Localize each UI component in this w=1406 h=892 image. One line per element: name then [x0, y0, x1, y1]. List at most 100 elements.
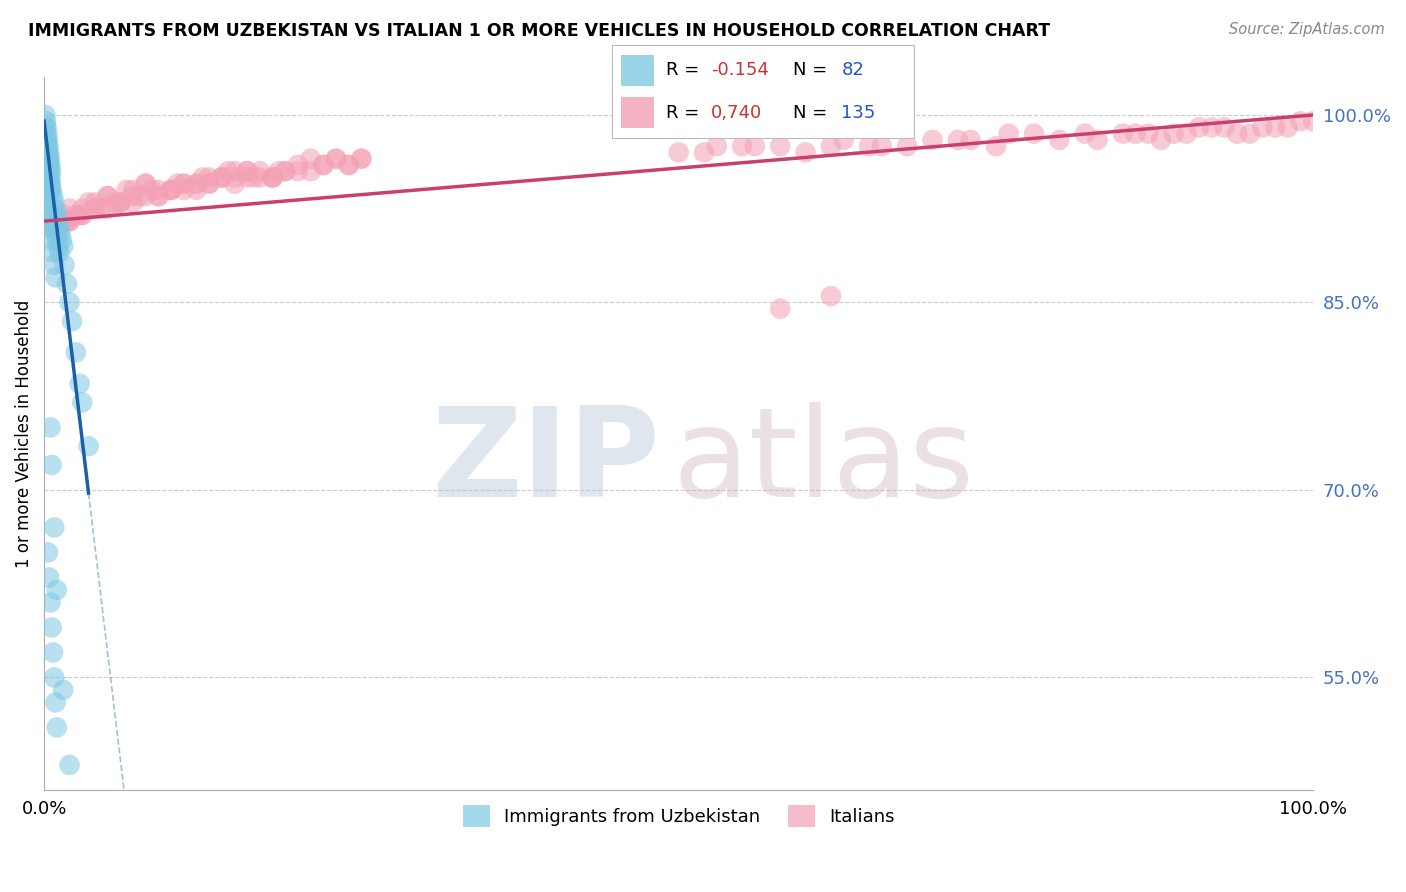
Point — [69, 208, 91, 222]
Point — [77, 439, 100, 453]
Point — [44, 202, 66, 216]
Point — [262, 170, 284, 185]
Point — [110, 195, 132, 210]
Point — [1022, 127, 1045, 141]
Point — [115, 183, 138, 197]
Point — [41, 208, 63, 222]
Point — [35, 133, 58, 147]
Point — [35, 145, 58, 160]
Point — [1175, 127, 1198, 141]
Point — [896, 139, 918, 153]
Point — [39, 595, 62, 609]
Text: N =: N = — [793, 103, 832, 121]
Point — [45, 214, 67, 228]
Text: Source: ZipAtlas.com: Source: ZipAtlas.com — [1229, 22, 1385, 37]
Point — [820, 289, 842, 303]
Point — [1251, 120, 1274, 135]
Point — [242, 170, 264, 185]
Point — [58, 758, 80, 772]
Point — [39, 220, 62, 235]
Point — [198, 170, 221, 185]
Point — [236, 164, 259, 178]
Point — [693, 145, 716, 160]
Point — [1277, 120, 1299, 135]
Point — [44, 227, 66, 241]
Point — [41, 458, 63, 472]
Point — [148, 189, 170, 203]
Point — [1049, 133, 1071, 147]
Point — [42, 245, 65, 260]
Point — [224, 170, 246, 185]
Point — [820, 139, 842, 153]
Point — [65, 208, 87, 222]
Point — [97, 202, 120, 216]
Point — [110, 195, 132, 210]
Point — [44, 670, 66, 684]
Point — [38, 208, 60, 222]
Point — [70, 208, 93, 222]
Point — [267, 164, 290, 178]
Point — [217, 164, 239, 178]
Point — [53, 258, 76, 272]
Point — [37, 139, 59, 153]
Point — [1302, 114, 1324, 128]
Point — [70, 202, 93, 216]
Point — [1112, 127, 1135, 141]
Text: IMMIGRANTS FROM UZBEKISTAN VS ITALIAN 1 OR MORE VEHICLES IN HOUSEHOLD CORRELATIO: IMMIGRANTS FROM UZBEKISTAN VS ITALIAN 1 … — [28, 22, 1050, 40]
Point — [52, 682, 75, 697]
Point — [198, 177, 221, 191]
Point — [211, 170, 233, 185]
Point — [706, 139, 728, 153]
Point — [870, 139, 893, 153]
Point — [39, 164, 62, 178]
Point — [39, 177, 62, 191]
Text: atlas: atlas — [672, 401, 974, 523]
Point — [44, 258, 66, 272]
Point — [58, 214, 80, 228]
Point — [58, 202, 80, 216]
Point — [38, 570, 60, 584]
Point — [103, 195, 125, 210]
Point — [46, 214, 69, 228]
Point — [44, 695, 66, 709]
Bar — [620, 55, 654, 86]
Point — [337, 158, 360, 172]
Point — [832, 133, 855, 147]
Point — [731, 139, 754, 153]
Point — [83, 202, 105, 216]
Point — [325, 152, 347, 166]
Point — [299, 152, 322, 166]
Point — [191, 170, 214, 185]
Point — [984, 139, 1007, 153]
Point — [1264, 120, 1286, 135]
Text: 0,740: 0,740 — [711, 103, 762, 121]
Point — [122, 189, 145, 203]
Point — [858, 139, 880, 153]
Point — [186, 177, 208, 191]
Y-axis label: 1 or more Vehicles in Household: 1 or more Vehicles in Household — [15, 300, 32, 568]
Point — [135, 177, 157, 191]
Point — [60, 314, 83, 328]
Point — [45, 220, 67, 235]
Point — [946, 133, 969, 147]
Point — [34, 133, 56, 147]
Point — [262, 170, 284, 185]
Point — [312, 158, 335, 172]
Point — [35, 127, 58, 141]
Point — [37, 127, 59, 141]
Point — [48, 220, 70, 235]
Point — [299, 164, 322, 178]
Point — [211, 170, 233, 185]
Text: 135: 135 — [841, 103, 876, 121]
Point — [46, 239, 69, 253]
Point — [1150, 133, 1173, 147]
Bar — [620, 97, 654, 128]
Point — [249, 164, 271, 178]
Point — [52, 239, 75, 253]
Point — [287, 158, 309, 172]
Point — [38, 164, 60, 178]
Point — [58, 295, 80, 310]
Point — [128, 189, 150, 203]
Point — [44, 220, 66, 235]
Point — [1125, 127, 1147, 141]
